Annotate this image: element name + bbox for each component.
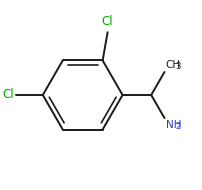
Text: Cl: Cl — [3, 89, 14, 101]
Text: 3: 3 — [175, 62, 181, 71]
Text: 2: 2 — [175, 122, 180, 131]
Text: NH: NH — [165, 120, 181, 131]
Text: CH: CH — [165, 59, 181, 70]
Text: Cl: Cl — [102, 15, 113, 28]
